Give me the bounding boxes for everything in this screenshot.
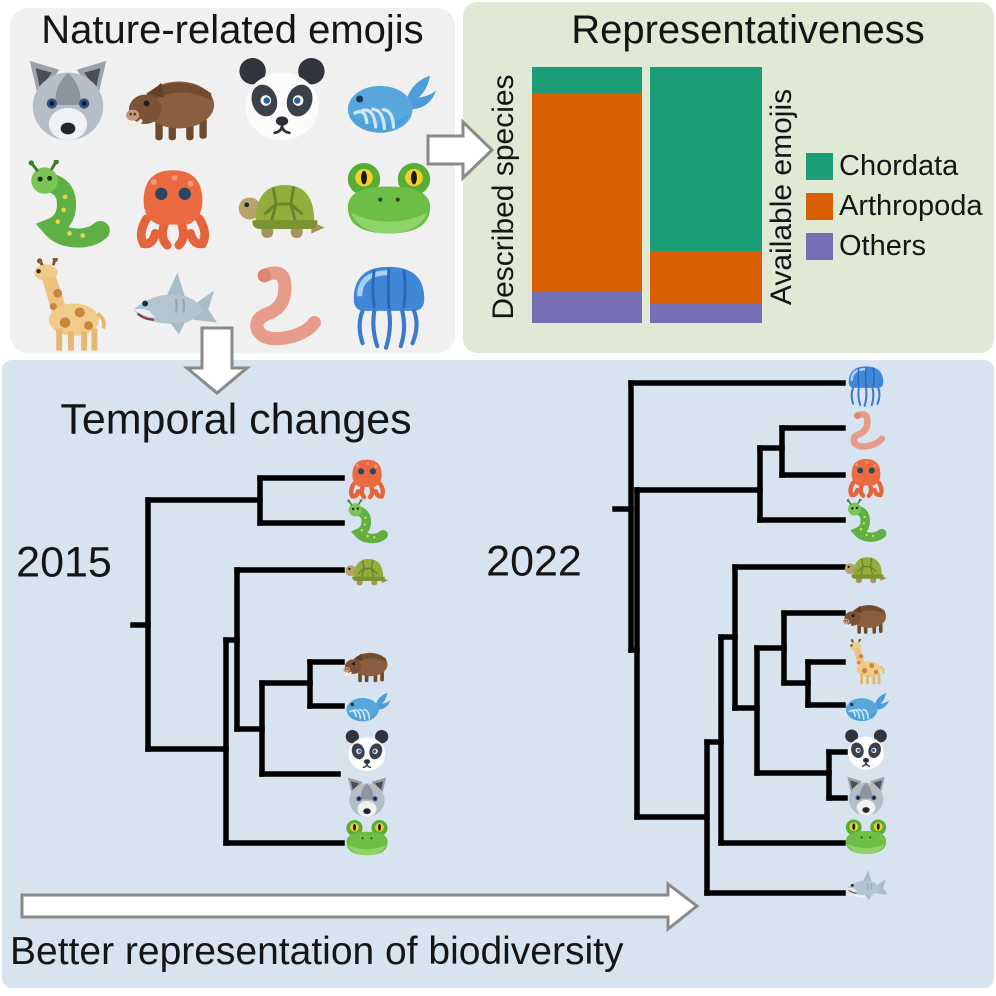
temporal-changes-panel xyxy=(2,360,994,988)
flow-arrow-down-icon xyxy=(182,326,252,395)
frog-emoji-icon xyxy=(346,819,388,856)
caterpillar-emoji-icon xyxy=(347,499,383,538)
boar-emoji-icon xyxy=(343,651,389,684)
legend-item-chordata: Chordata xyxy=(806,150,983,183)
tree-year-label-2015: 2015 xyxy=(16,538,112,587)
bar-segment-others xyxy=(532,292,642,323)
flow-arrow-right-icon xyxy=(426,118,495,182)
bar-segment-arthropoda xyxy=(650,251,762,303)
panda-emoji-icon xyxy=(844,728,888,771)
octopus-emoji-icon xyxy=(141,170,204,245)
turtle-emoji-icon xyxy=(344,558,390,587)
legend-label-arthropoda: Arthropoda xyxy=(839,190,983,222)
temporal-changes-title: Temporal changes xyxy=(60,395,412,444)
octopus-emoji-icon xyxy=(351,460,383,497)
nature-emoji-grid xyxy=(29,56,436,352)
turtle-emoji-icon xyxy=(844,556,888,584)
wolf-emoji-icon xyxy=(29,60,107,141)
described-species-axis-label: Described species xyxy=(487,74,520,320)
legend-swatch-chordata xyxy=(806,153,833,180)
giraffe-emoji-icon xyxy=(848,639,885,685)
jellyfish-emoji-icon xyxy=(847,365,885,408)
caterpillar-emoji-icon xyxy=(847,499,882,538)
better-representation-caption: Better representation of biodiversity xyxy=(10,930,624,973)
boar-emoji-icon xyxy=(843,604,888,635)
representativeness-title: Representativeness xyxy=(571,8,925,52)
giraffe-emoji-icon xyxy=(32,258,106,352)
frog-emoji-icon xyxy=(347,162,431,234)
octopus-emoji-icon xyxy=(850,459,881,496)
jellyfish-emoji-icon xyxy=(354,267,425,348)
frog-emoji-icon xyxy=(845,819,887,854)
better-representation-arrow-icon xyxy=(20,880,700,933)
phylo-tree-2022 xyxy=(612,365,889,901)
turtle-emoji-icon xyxy=(237,183,327,240)
caterpillar-emoji-icon xyxy=(29,159,101,238)
legend-swatch-arthropoda xyxy=(806,193,833,220)
tree-year-label-2022: 2022 xyxy=(486,537,582,586)
panda-emoji-icon xyxy=(345,729,389,772)
panda-emoji-icon xyxy=(238,56,326,142)
worm-emoji-icon xyxy=(257,269,314,339)
chart-legend: Chordata Arthropoda Others xyxy=(806,150,983,270)
available-emojis-bar xyxy=(650,67,762,323)
legend-label-others: Others xyxy=(839,230,927,262)
worm-emoji-icon xyxy=(854,412,882,446)
described-species-bar xyxy=(532,67,642,323)
shark-emoji-icon xyxy=(132,271,219,336)
legend-swatch-others xyxy=(806,233,833,260)
available-emojis-axis-label: Available emojis xyxy=(765,88,798,306)
legend-item-others: Others xyxy=(806,230,983,263)
whale-emoji-icon xyxy=(346,73,436,135)
bar-segment-arthropoda xyxy=(532,92,642,293)
boar-emoji-icon xyxy=(126,79,216,143)
wolf-emoji-icon xyxy=(847,776,885,816)
shark-emoji-icon xyxy=(846,869,889,901)
whale-emoji-icon xyxy=(845,692,889,722)
bar-segment-chordata xyxy=(650,67,762,252)
whale-emoji-icon xyxy=(345,691,391,723)
bar-segment-chordata xyxy=(532,67,642,93)
phylo-tree-2015 xyxy=(130,460,391,856)
wolf-emoji-icon xyxy=(347,777,387,818)
nature-emojis-title: Nature-related emojis xyxy=(41,8,424,52)
legend-item-arthropoda: Arthropoda xyxy=(806,190,983,223)
legend-label-chordata: Chordata xyxy=(839,150,959,182)
bar-segment-others xyxy=(650,302,762,323)
